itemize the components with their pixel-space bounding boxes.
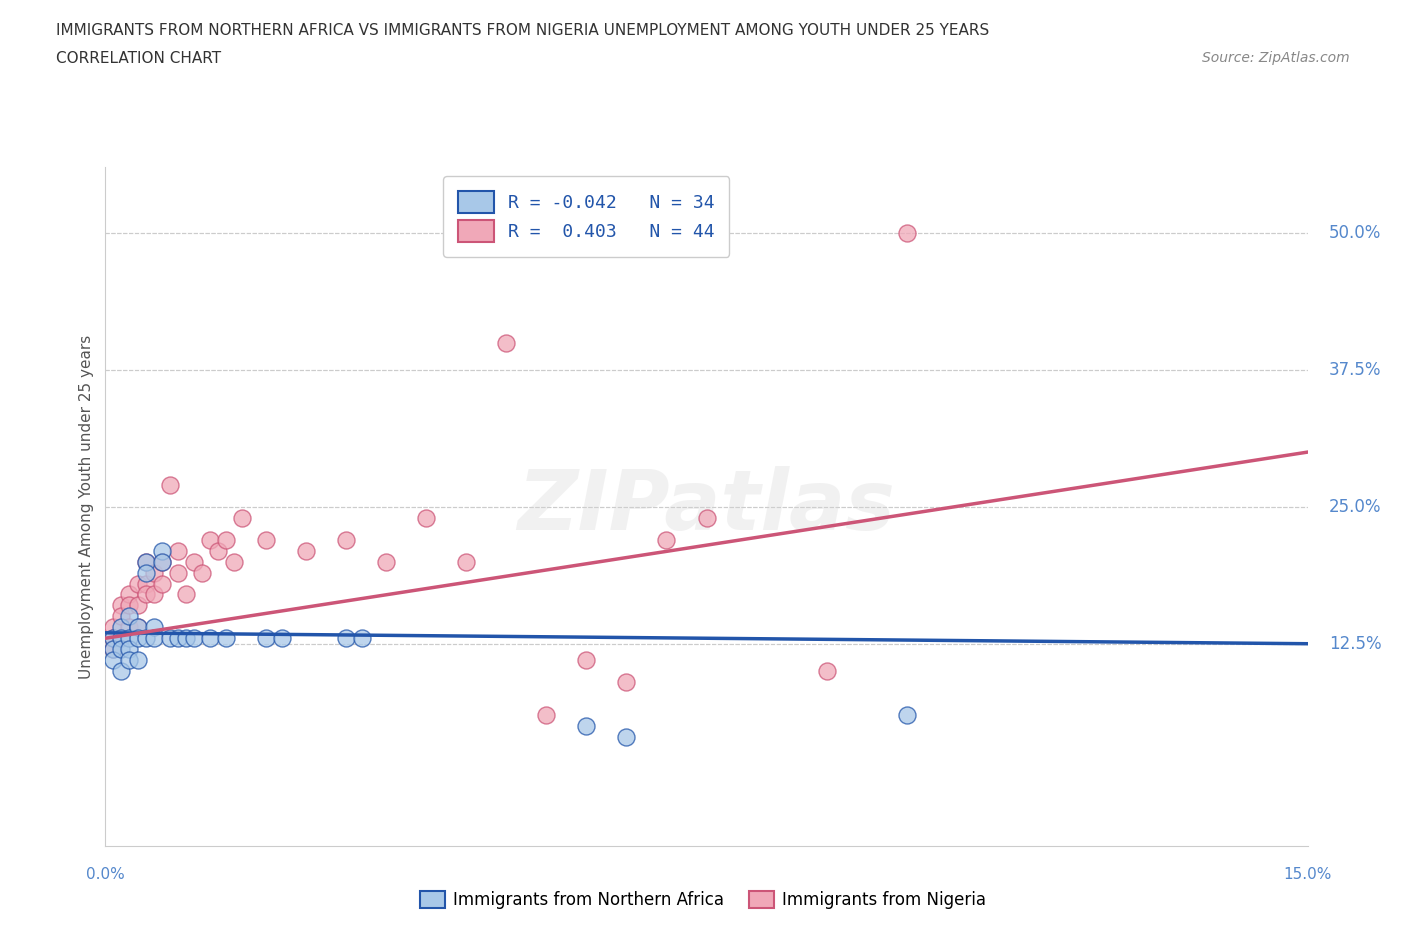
Point — [118, 620, 141, 635]
Point — [118, 587, 141, 602]
Point — [616, 729, 638, 744]
Point — [214, 631, 236, 645]
Text: CORRELATION CHART: CORRELATION CHART — [56, 51, 221, 66]
Point — [110, 642, 132, 657]
Point — [110, 631, 132, 645]
Text: 0.0%: 0.0% — [86, 867, 125, 882]
Point — [150, 554, 173, 569]
Point — [142, 620, 165, 635]
Point — [815, 664, 838, 679]
Text: 12.5%: 12.5% — [1329, 635, 1381, 653]
Point — [118, 631, 141, 645]
Point — [103, 653, 125, 668]
Point — [214, 532, 236, 547]
Text: IMMIGRANTS FROM NORTHERN AFRICA VS IMMIGRANTS FROM NIGERIA UNEMPLOYMENT AMONG YO: IMMIGRANTS FROM NORTHERN AFRICA VS IMMIG… — [56, 23, 990, 38]
Point — [159, 477, 181, 492]
Point — [207, 543, 229, 558]
Point — [495, 335, 517, 350]
Point — [135, 587, 157, 602]
Point — [127, 620, 149, 635]
Point — [190, 565, 212, 580]
Point — [127, 631, 149, 645]
Point — [110, 664, 132, 679]
Point — [166, 631, 188, 645]
Point — [142, 587, 165, 602]
Point — [135, 554, 157, 569]
Point — [142, 565, 165, 580]
Point — [135, 631, 157, 645]
Point — [127, 598, 149, 613]
Point — [335, 532, 357, 547]
Point — [270, 631, 292, 645]
Legend: Immigrants from Northern Africa, Immigrants from Nigeria: Immigrants from Northern Africa, Immigra… — [412, 883, 994, 917]
Point — [350, 631, 373, 645]
Point — [616, 674, 638, 689]
Text: Source: ZipAtlas.com: Source: ZipAtlas.com — [1202, 51, 1350, 65]
Point — [118, 642, 141, 657]
Text: 37.5%: 37.5% — [1329, 361, 1381, 379]
Point — [127, 653, 149, 668]
Point — [110, 631, 132, 645]
Point — [150, 554, 173, 569]
Point — [183, 554, 205, 569]
Point — [110, 609, 132, 624]
Point — [103, 642, 125, 657]
Point — [110, 620, 132, 635]
Point — [655, 532, 678, 547]
Point — [231, 511, 253, 525]
Point — [198, 631, 221, 645]
Point — [575, 653, 598, 668]
Point — [454, 554, 477, 569]
Point — [135, 554, 157, 569]
Point — [110, 598, 132, 613]
Point — [127, 620, 149, 635]
Point — [174, 631, 197, 645]
Point — [198, 532, 221, 547]
Point — [103, 631, 125, 645]
Point — [575, 718, 598, 733]
Point — [118, 653, 141, 668]
Text: 25.0%: 25.0% — [1329, 498, 1381, 516]
Point — [295, 543, 318, 558]
Point — [127, 576, 149, 591]
Point — [142, 631, 165, 645]
Point — [696, 511, 718, 525]
Point — [896, 708, 918, 723]
Point — [896, 226, 918, 241]
Point — [159, 631, 181, 645]
Text: ZIPatlas: ZIPatlas — [517, 466, 896, 548]
Point — [335, 631, 357, 645]
Point — [150, 543, 173, 558]
Point — [222, 554, 245, 569]
Point — [135, 565, 157, 580]
Point — [183, 631, 205, 645]
Text: 15.0%: 15.0% — [1284, 867, 1331, 882]
Point — [166, 543, 188, 558]
Point — [118, 609, 141, 624]
Point — [374, 554, 398, 569]
Point — [415, 511, 437, 525]
Point — [174, 587, 197, 602]
Text: 50.0%: 50.0% — [1329, 224, 1381, 242]
Point — [103, 631, 125, 645]
Point — [254, 532, 277, 547]
Point — [166, 565, 188, 580]
Legend: R = -0.042   N = 34, R =  0.403   N = 44: R = -0.042 N = 34, R = 0.403 N = 44 — [443, 177, 730, 257]
Point — [254, 631, 277, 645]
Point — [135, 576, 157, 591]
Y-axis label: Unemployment Among Youth under 25 years: Unemployment Among Youth under 25 years — [79, 335, 94, 679]
Point — [150, 576, 173, 591]
Point — [103, 620, 125, 635]
Point — [534, 708, 557, 723]
Point — [103, 642, 125, 657]
Point — [118, 598, 141, 613]
